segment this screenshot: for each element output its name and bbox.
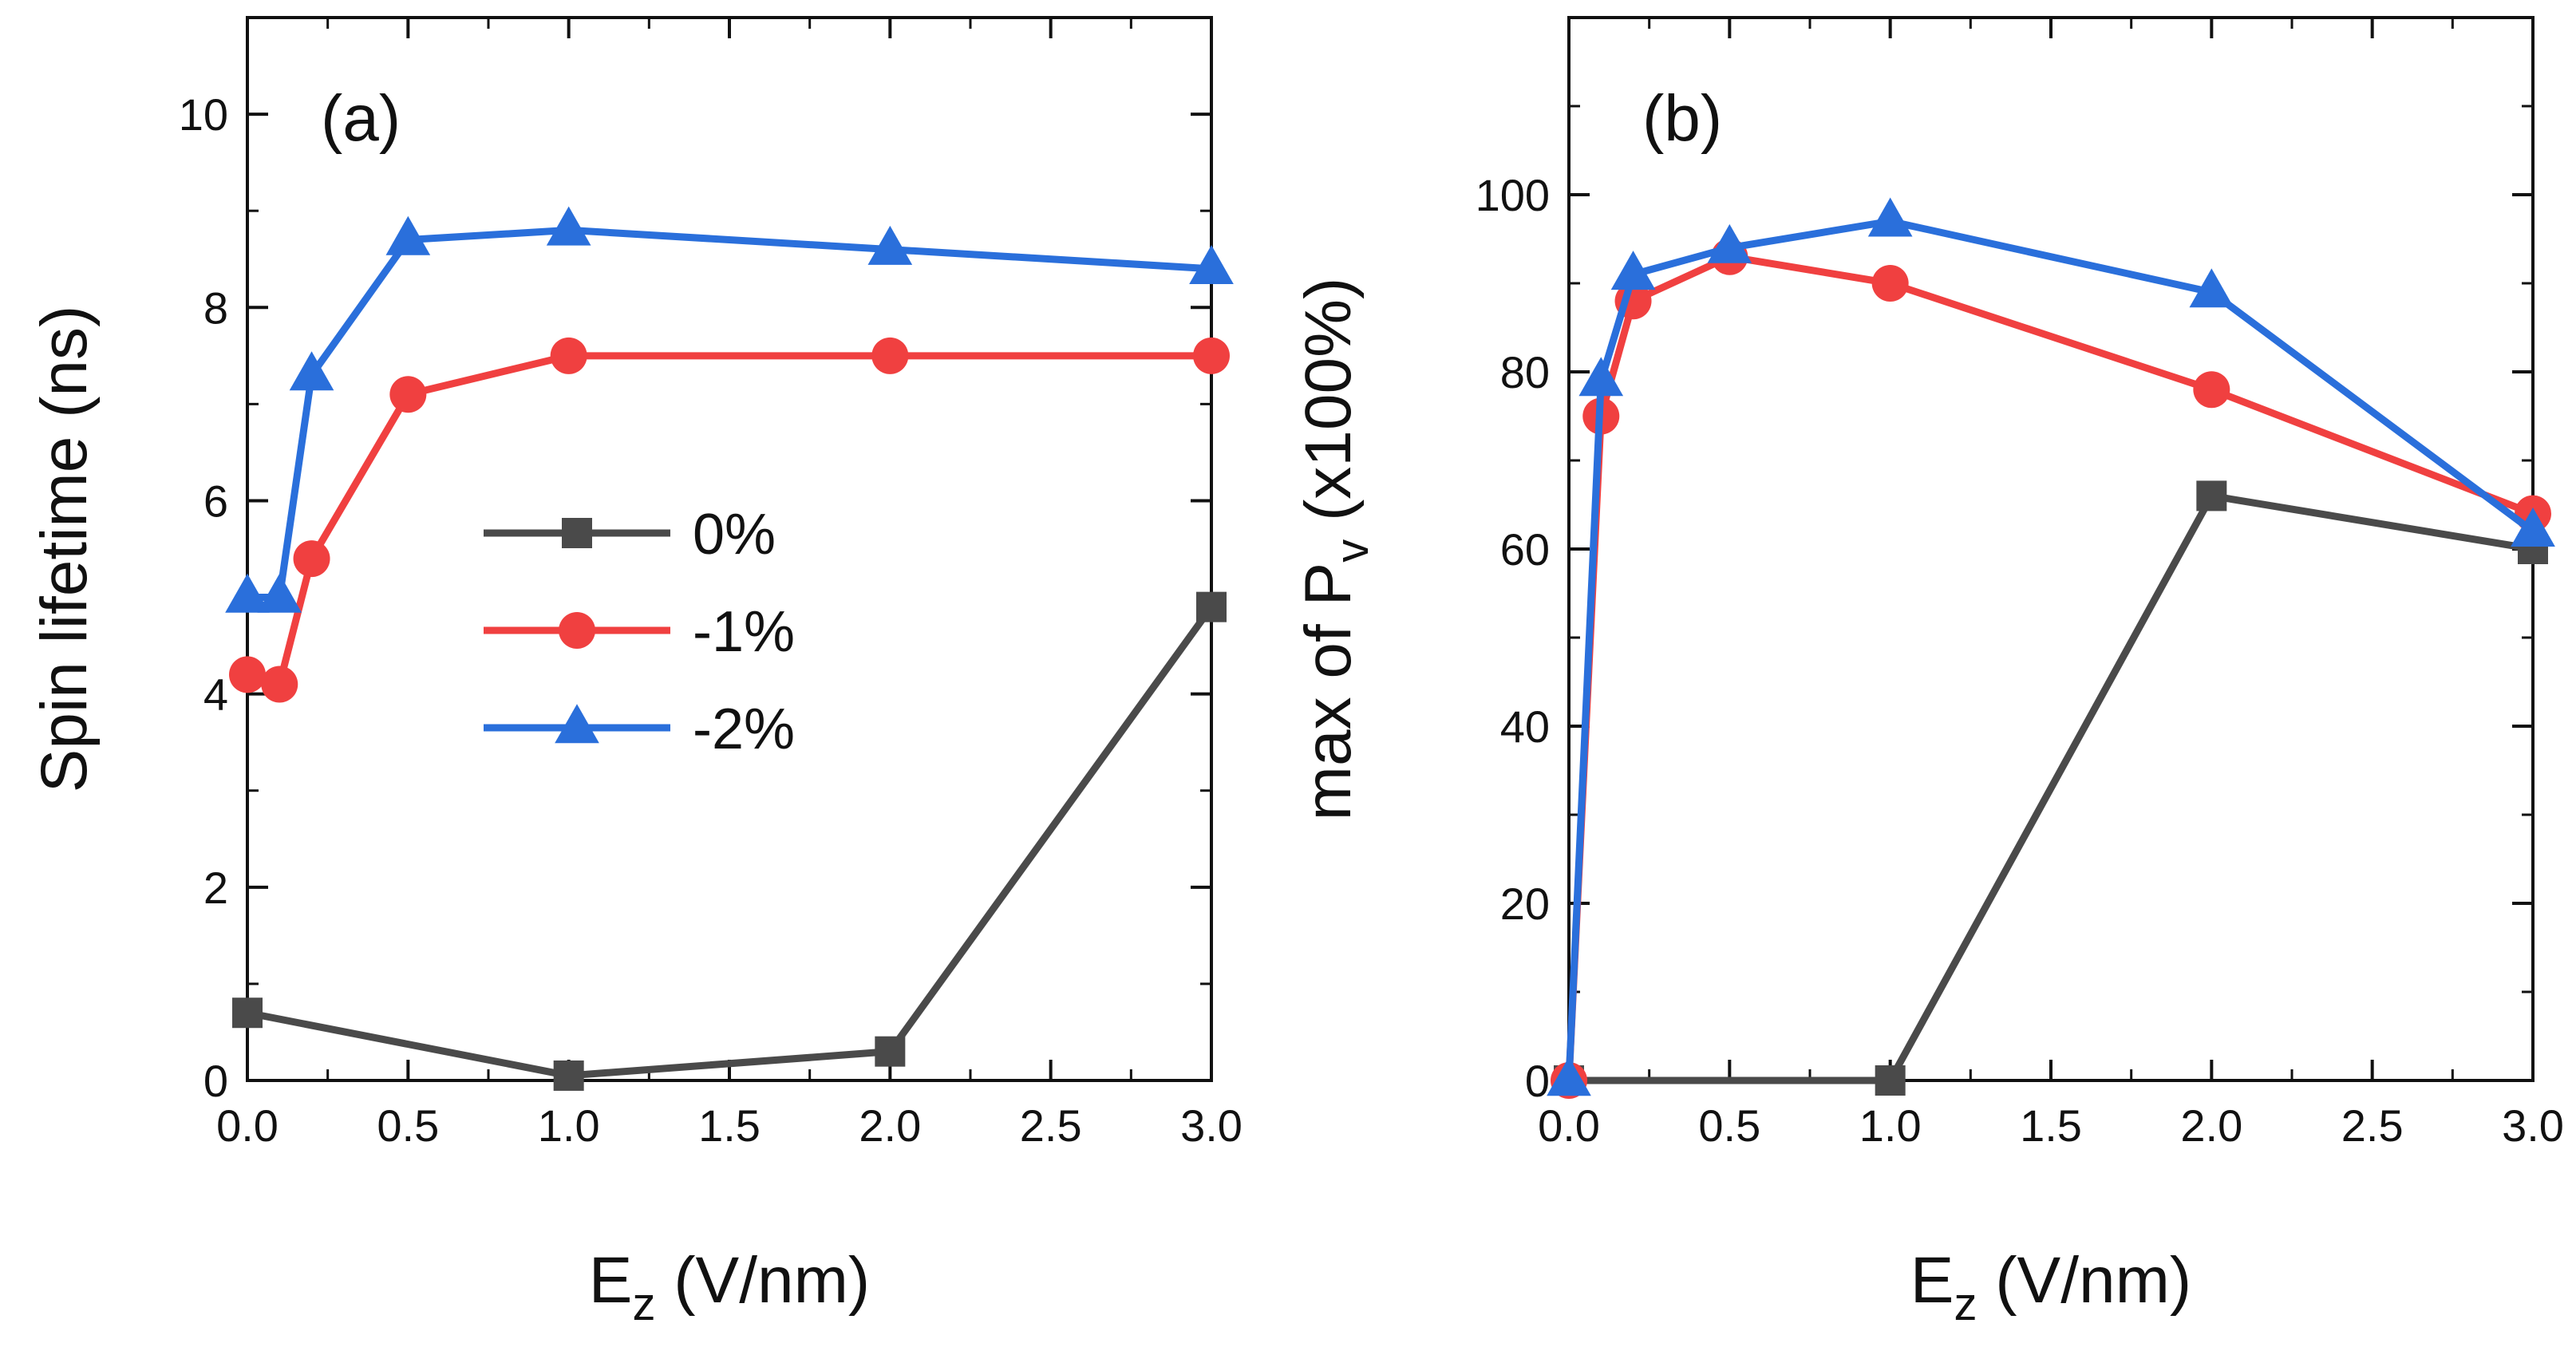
panel-label-b: (b): [1642, 82, 1722, 155]
data-point: [1875, 1065, 1906, 1096]
x-tick-label: 3.0: [2502, 1100, 2564, 1151]
data-point: [875, 1036, 906, 1067]
x-tick-label: 0.5: [377, 1100, 439, 1151]
x-axis-title-b: Ez (V/nm): [1910, 1244, 2192, 1330]
x-tick-label: 1.5: [2020, 1100, 2082, 1151]
series-line: [247, 605, 1215, 1080]
series-b: [1547, 197, 2555, 1099]
data-point: [1610, 251, 1656, 290]
panel-b: 0.0 0.5 1.0 1.5 2.0 2.5 3.0 0 20 40 60 80 100 (b) ma…: [1292, 16, 2564, 1330]
x-tick-label: 2.0: [2180, 1100, 2242, 1151]
panel-label-a: (a): [321, 82, 401, 155]
ticks-a: 0.0 0.5 1.0 1.5 2.0 2.5 3.0 0 2 4 6 8 10: [179, 18, 1243, 1151]
y-tick-label: 100: [1476, 170, 1550, 220]
y-tick-label: 40: [1500, 701, 1550, 752]
x-tick-label: 0.0: [216, 1100, 279, 1151]
legend-label: -1%: [693, 600, 795, 664]
data-point: [293, 540, 330, 578]
y-axis-title-rest-b: (x100%): [1292, 278, 1365, 539]
data-point: [550, 337, 587, 374]
y-tick-label: 2: [203, 863, 228, 913]
data-point: [871, 337, 909, 374]
x-tick-label: 2.5: [1020, 1100, 1082, 1151]
legend-marker: [562, 518, 592, 548]
data-point: [289, 351, 334, 391]
data-point: [1867, 197, 1913, 237]
y-tick-label: 10: [179, 89, 228, 140]
x-tick-label: 1.5: [698, 1100, 761, 1151]
legend: 0% -1% -2%: [484, 503, 795, 761]
x-tick-label: 3.0: [1180, 1100, 1243, 1151]
panel-a: 0.0 0.5 1.0 1.5 2.0 2.5 3.0 0 2 4 6 8 10 (a) Spin li…: [28, 16, 1243, 1330]
ticks-b: 0.0 0.5 1.0 1.5 2.0 2.5 3.0 0 20 40 60 80 100: [1476, 18, 2564, 1151]
data-point: [1871, 265, 1909, 302]
x-tick-label: 0.5: [1698, 1100, 1760, 1151]
x-tick-label: 2.0: [859, 1100, 921, 1151]
x-tick-label: 0.0: [1538, 1100, 1600, 1151]
series-line: [1569, 492, 2534, 1084]
data-point: [546, 206, 591, 246]
data-point: [389, 376, 427, 413]
legend-marker: [555, 704, 599, 744]
x-tick-label: 1.0: [538, 1100, 600, 1151]
data-point: [553, 1060, 584, 1091]
data-point: [2196, 480, 2227, 512]
legend-label: -2%: [693, 697, 795, 761]
y-tick-label: 6: [203, 476, 228, 526]
data-point: [257, 573, 302, 613]
x-tick-label: 2.5: [2341, 1100, 2404, 1151]
data-point: [1189, 245, 1234, 285]
data-point: [232, 997, 263, 1029]
x-tick-label: 1.0: [1859, 1100, 1922, 1151]
x-axis-title-main-b: E: [1910, 1244, 1954, 1317]
data-point: [1578, 357, 1624, 397]
x-axis-title-rest-b: (V/nm): [1977, 1244, 2191, 1317]
data-point: [385, 215, 431, 255]
y-tick-label: 20: [1500, 879, 1550, 929]
data-point: [1547, 1057, 1591, 1096]
y-tick-label: 0: [203, 1056, 228, 1106]
y-tick-label: 80: [1500, 347, 1550, 397]
data-point: [1193, 337, 1230, 374]
x-axis-title-rest-a: (V/nm): [655, 1244, 870, 1317]
data-point: [225, 573, 270, 613]
x-axis-title-sub-b: z: [1954, 1278, 1977, 1330]
x-axis-title-sub-a: z: [632, 1278, 655, 1330]
data-point: [1707, 223, 1752, 263]
legend-label: 0%: [693, 503, 776, 567]
data-point: [2189, 268, 2234, 308]
y-axis-title-b: max of Pv (x100%): [1292, 278, 1378, 821]
y-tick-label: 8: [203, 282, 228, 333]
y-tick-label: 0: [1525, 1056, 1550, 1106]
data-point: [867, 225, 913, 265]
y-tick-label: 4: [203, 670, 228, 720]
data-point: [2511, 508, 2555, 547]
data-point: [261, 666, 298, 703]
x-axis-title-a: Ez (V/nm): [589, 1244, 871, 1330]
legend-marker: [559, 612, 595, 649]
data-point: [2193, 371, 2230, 409]
y-tick-label: 60: [1500, 524, 1550, 575]
series-a: [225, 206, 1234, 1091]
data-point: [229, 656, 266, 693]
y-axis-title-a: Spin lifetime (ns): [28, 306, 101, 793]
y-axis-title-main-b: max of P: [1292, 563, 1365, 821]
y-axis-title-sub-b: v: [1326, 539, 1378, 563]
data-point: [1196, 591, 1227, 622]
x-axis-title-main-a: E: [589, 1244, 633, 1317]
